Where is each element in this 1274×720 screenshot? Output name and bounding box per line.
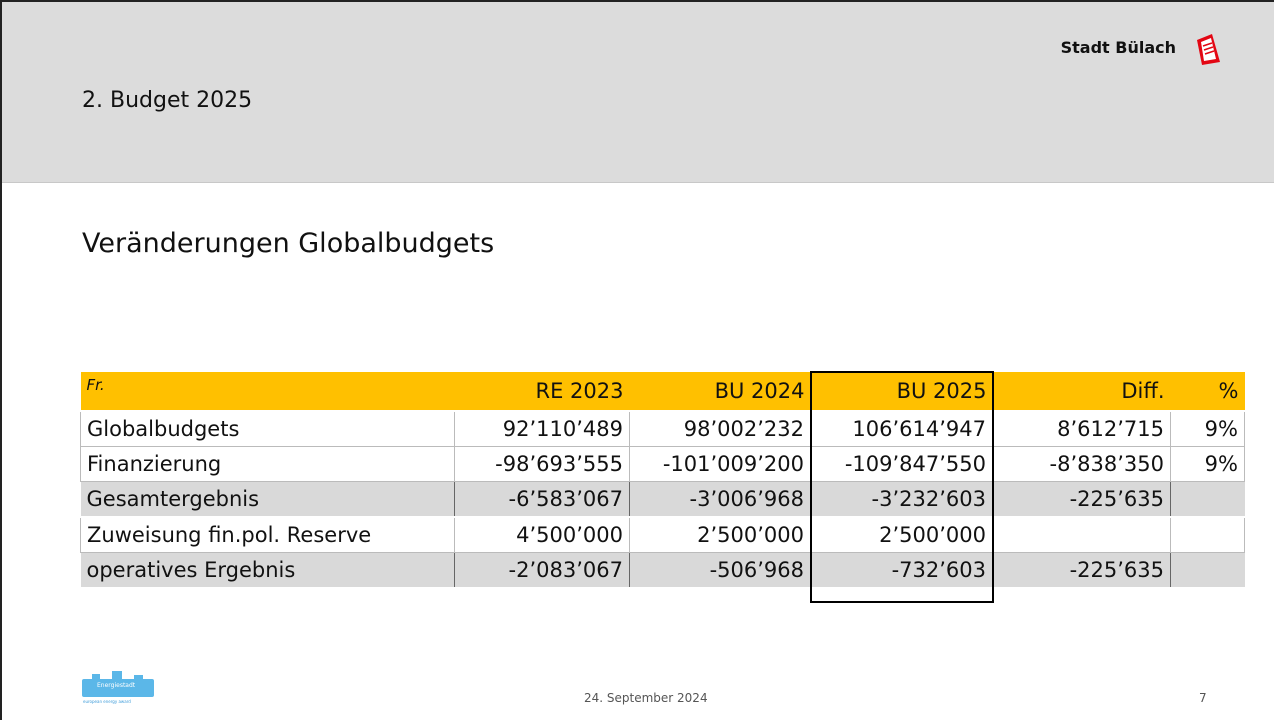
budget-table: Fr. RE 2023 BU 2024 BU 2025 Diff.% Globalbudg… [80,372,1245,589]
logo-subtext: european energy award [83,699,131,704]
logo-text: Energiestadt [97,682,136,689]
table-cell: 106’614’947 [810,410,993,447]
table-cell: -2’083’067 [454,552,630,589]
table-cell: operatives Ergebnis [80,552,455,589]
crest-icon [1197,34,1220,65]
table-cell: 9% [1170,410,1245,447]
subtitle: Veränderungen Globalbudgets [82,228,495,259]
column-header: BU 2025 [810,372,993,412]
table-cell: 92’110’489 [454,410,630,447]
table-cell: -3’006’968 [629,481,811,518]
table-cell: -732’603 [810,552,993,589]
column-header: BU 2024 [629,372,811,412]
highlight-box [810,371,994,603]
table-row: Zuweisung fin.pol. Reserve 4’500’000 2’500… [80,516,1245,553]
table-row: Globalbudgets 92’110’489 98’002’232 106’614… [80,410,1245,447]
table-cell: 98’002’232 [629,410,811,447]
table-cell: -98’693’555 [454,446,630,482]
table-cell: 2’500’000 [629,516,811,553]
table-cell: Globalbudgets [80,410,455,447]
table-cell: -6’583’067 [454,481,630,518]
table-cell: -8’838’350 [992,446,1171,482]
table-cell [1170,481,1245,518]
header-band [2,2,1274,183]
table-cell: 4’500’000 [454,516,630,553]
table-cell: -225’635 [992,481,1171,518]
table-cell: -109’847’550 [810,446,993,482]
org-name: Stadt Bülach [1060,38,1176,57]
table-cell: Finanzierung [80,446,455,482]
table-cell: -506’968 [629,552,811,589]
header-row: Fr. RE 2023 BU 2024 BU 2025 Diff.% [80,372,1245,412]
table-row: operatives Ergebnis -2’083’067 -506’968 -73… [80,552,1245,589]
energy-logo [82,671,154,697]
table-cell [1170,552,1245,589]
column-header: RE 2023 [454,372,630,412]
page-number: 7 [1199,691,1207,705]
table-cell: -225’635 [992,552,1171,589]
footer-date: 24. September 2024 [584,691,708,705]
slide-title: 2. Budget 2025 [82,88,253,113]
column-header: Diff. [992,372,1171,412]
table-cell: 9% [1170,446,1245,482]
table-cell: -101’009’200 [629,446,811,482]
table-row: Finanzierung -98’693’555 -101’009’200 -109’… [80,446,1245,482]
table-row: Gesamtergebnis -6’583’067 -3’006’968 -3’232… [80,481,1245,518]
table-cell: -3’232’603 [810,481,993,518]
table-cell [1170,516,1245,553]
column-header: Fr. [80,372,455,412]
table-cell: 2’500’000 [810,516,993,553]
table-cell: Gesamtergebnis [80,481,455,518]
table-cell [992,516,1171,553]
table-cell: Zuweisung fin.pol. Reserve [80,516,455,553]
column-header: % [1170,372,1245,412]
table-cell: 8’612’715 [992,410,1171,447]
